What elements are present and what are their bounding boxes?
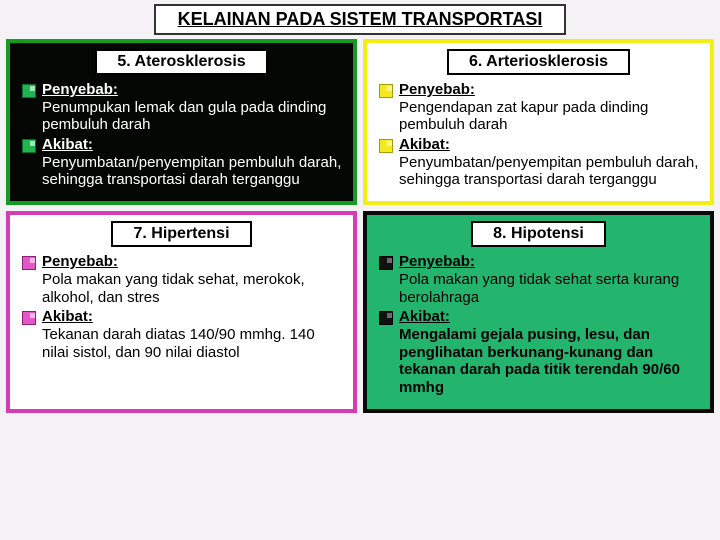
point-desc: Tekanan darah diatas 140/90 mmhg. 140 ni… [42, 326, 345, 361]
card-title: 5. Aterosklerosis [95, 49, 267, 75]
point-label: Penyebab: [42, 253, 345, 271]
point-label: Akibat: [42, 136, 345, 154]
point: Penyebab: Pola makan yang tidak sehat se… [379, 253, 702, 306]
point-text: Penyebab: Pola makan yang tidak sehat se… [399, 253, 702, 306]
point: Penyebab: Penumpukan lemak dan gula pada… [22, 81, 345, 134]
point-desc: Penyumbatan/penyempitan pembuluh darah, … [399, 154, 702, 189]
cards-grid: 5. Aterosklerosis Penyebab: Penumpukan l… [0, 37, 720, 419]
card-points: Penyebab: Penumpukan lemak dan gula pada… [18, 81, 345, 189]
point: Akibat: Penyumbatan/penyempitan pembuluh… [379, 136, 702, 189]
point-label: Penyebab: [42, 81, 345, 99]
card-head-wrap: 6. Arteriosklerosis [375, 49, 702, 75]
bullet-icon [379, 311, 393, 325]
card-title: 7. Hipertensi [111, 221, 251, 247]
card-arteriosklerosis: 6. Arteriosklerosis Penyebab: Pengendapa… [363, 39, 714, 205]
point-text: Penyebab: Penumpukan lemak dan gula pada… [42, 81, 345, 134]
bullet-icon [22, 139, 36, 153]
card-aterosklerosis: 5. Aterosklerosis Penyebab: Penumpukan l… [6, 39, 357, 205]
point: Akibat: Mengalami gejala pusing, lesu, d… [379, 308, 702, 396]
point: Akibat: Tekanan darah diatas 140/90 mmhg… [22, 308, 345, 361]
point-desc: Mengalami gejala pusing, lesu, dan pengl… [399, 326, 702, 397]
card-head-wrap: 7. Hipertensi [18, 221, 345, 247]
point-label: Akibat: [399, 136, 702, 154]
card-head-wrap: 8. Hipotensi [375, 221, 702, 247]
card-title: 8. Hipotensi [471, 221, 606, 247]
point-text: Akibat: Mengalami gejala pusing, lesu, d… [399, 308, 702, 396]
card-title: 6. Arteriosklerosis [447, 49, 630, 75]
point-desc: Pola makan yang tidak sehat, merokok, al… [42, 271, 345, 306]
point-desc: Penumpukan lemak dan gula pada dinding p… [42, 99, 345, 134]
point-text: Akibat: Penyumbatan/penyempitan pembuluh… [399, 136, 702, 189]
bullet-icon [22, 256, 36, 270]
point: Penyebab: Pengendapan zat kapur pada din… [379, 81, 702, 134]
card-hipertensi: 7. Hipertensi Penyebab: Pola makan yang … [6, 211, 357, 413]
point-desc: Pengendapan zat kapur pada dinding pembu… [399, 99, 702, 134]
card-hipotensi: 8. Hipotensi Penyebab: Pola makan yang t… [363, 211, 714, 413]
bullet-icon [22, 84, 36, 98]
main-title: KELAINAN PADA SISTEM TRANSPORTASI [154, 4, 567, 35]
point: Penyebab: Pola makan yang tidak sehat, m… [22, 253, 345, 306]
point-desc: Penyumbatan/penyempitan pembuluh darah, … [42, 154, 345, 189]
point-desc: Pola makan yang tidak sehat serta kurang… [399, 271, 702, 306]
bullet-icon [22, 311, 36, 325]
point-text: Penyebab: Pola makan yang tidak sehat, m… [42, 253, 345, 306]
card-points: Penyebab: Pola makan yang tidak sehat, m… [18, 253, 345, 361]
point-label: Penyebab: [399, 81, 702, 99]
point-label: Akibat: [42, 308, 345, 326]
card-points: Penyebab: Pola makan yang tidak sehat se… [375, 253, 702, 397]
point-label: Penyebab: [399, 253, 702, 271]
point-text: Akibat: Tekanan darah diatas 140/90 mmhg… [42, 308, 345, 361]
point-text: Penyebab: Pengendapan zat kapur pada din… [399, 81, 702, 134]
main-title-wrap: KELAINAN PADA SISTEM TRANSPORTASI [0, 0, 720, 37]
point: Akibat: Penyumbatan/penyempitan pembuluh… [22, 136, 345, 189]
bullet-icon [379, 139, 393, 153]
card-points: Penyebab: Pengendapan zat kapur pada din… [375, 81, 702, 189]
point-text: Akibat: Penyumbatan/penyempitan pembuluh… [42, 136, 345, 189]
card-head-wrap: 5. Aterosklerosis [18, 49, 345, 75]
bullet-icon [379, 84, 393, 98]
point-label: Akibat: [399, 308, 702, 326]
bullet-icon [379, 256, 393, 270]
